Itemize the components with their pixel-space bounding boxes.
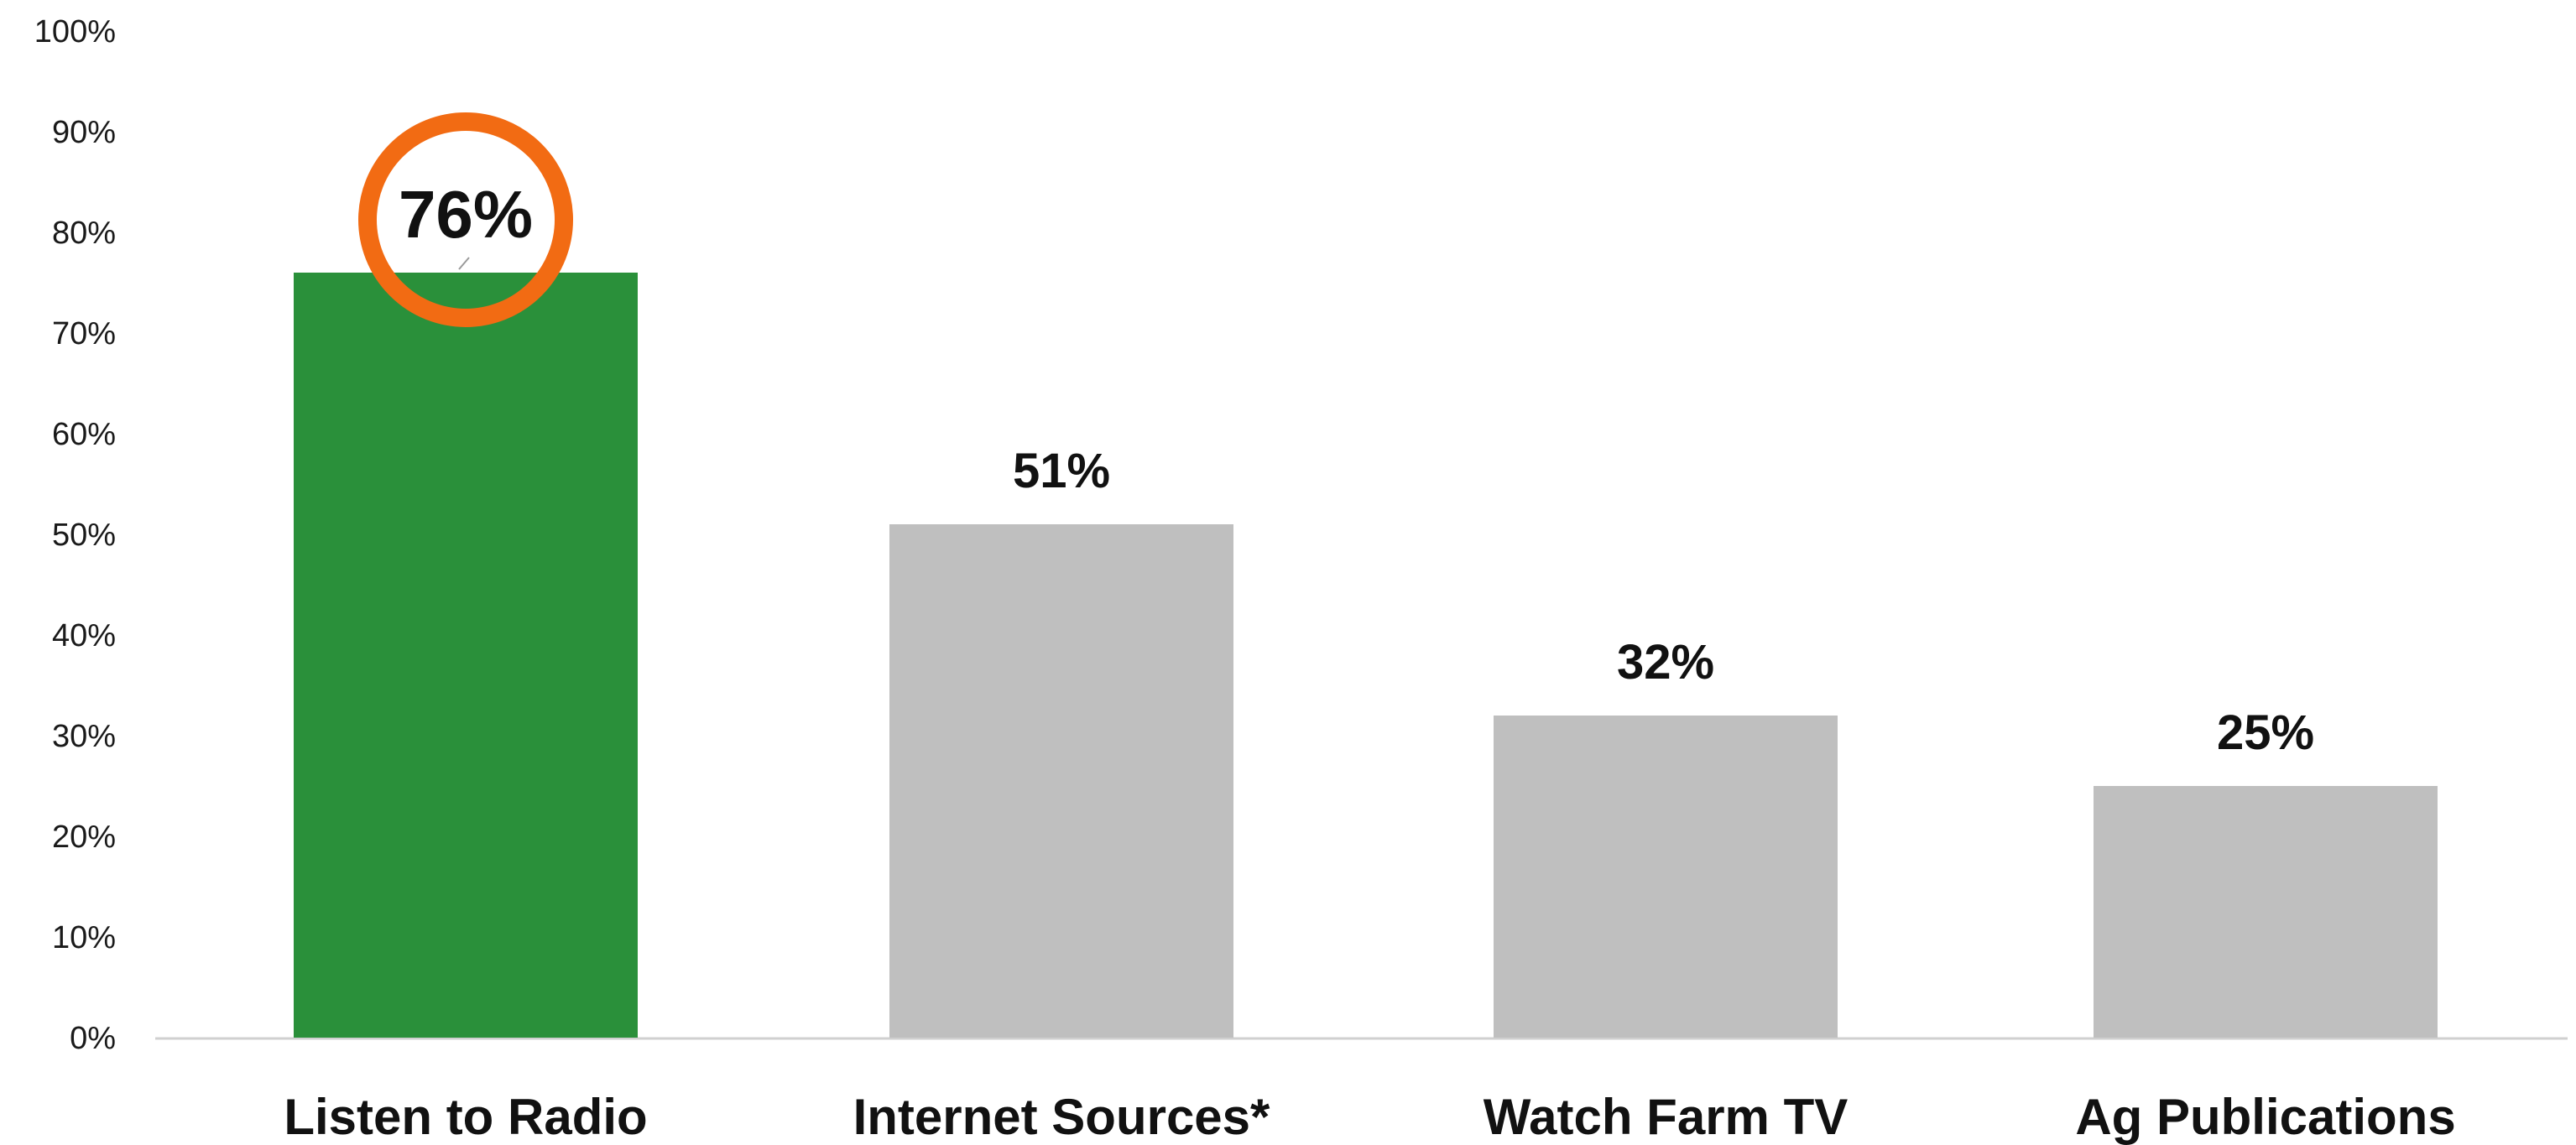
leader-line xyxy=(458,257,470,270)
y-tick-label: 40% xyxy=(52,618,116,653)
category-label: Watch Farm TV xyxy=(1484,1089,1849,1145)
annotations xyxy=(358,112,573,327)
data-label: 32% xyxy=(1617,635,1714,690)
bars xyxy=(294,273,2438,1038)
data-label: 51% xyxy=(1013,444,1110,498)
bar xyxy=(889,524,1233,1038)
y-tick-label: 20% xyxy=(52,820,116,855)
bar xyxy=(294,273,638,1038)
data-labels: 76% 51% 32% 25% xyxy=(399,177,2314,760)
y-tick-label: 100% xyxy=(34,14,116,49)
y-tick-label: 90% xyxy=(52,115,116,150)
y-tick-label: 10% xyxy=(52,920,116,955)
data-label: 76% xyxy=(399,177,533,252)
data-label: 25% xyxy=(2217,705,2314,760)
y-tick-label: 70% xyxy=(52,316,116,351)
category-label: Ag Publications xyxy=(2075,1089,2455,1145)
y-tick-label: 80% xyxy=(52,216,116,251)
y-tick-label: 50% xyxy=(52,518,116,553)
bar xyxy=(1494,716,1838,1038)
y-tick-label: 30% xyxy=(52,719,116,754)
category-labels: Listen to Radio Internet Sources* Watch Fa… xyxy=(284,1089,2455,1145)
bar xyxy=(2094,786,2438,1038)
category-label: Internet Sources* xyxy=(853,1089,1270,1145)
category-label: Listen to Radio xyxy=(284,1089,647,1145)
highlight-circle xyxy=(358,112,573,327)
y-tick-label: 60% xyxy=(52,417,116,452)
y-tick-label: 0% xyxy=(70,1021,116,1056)
y-axis-ticks: 0% 10% 20% 30% 40% 50% 60% 70% 80% 90% 100% xyxy=(34,14,116,1056)
